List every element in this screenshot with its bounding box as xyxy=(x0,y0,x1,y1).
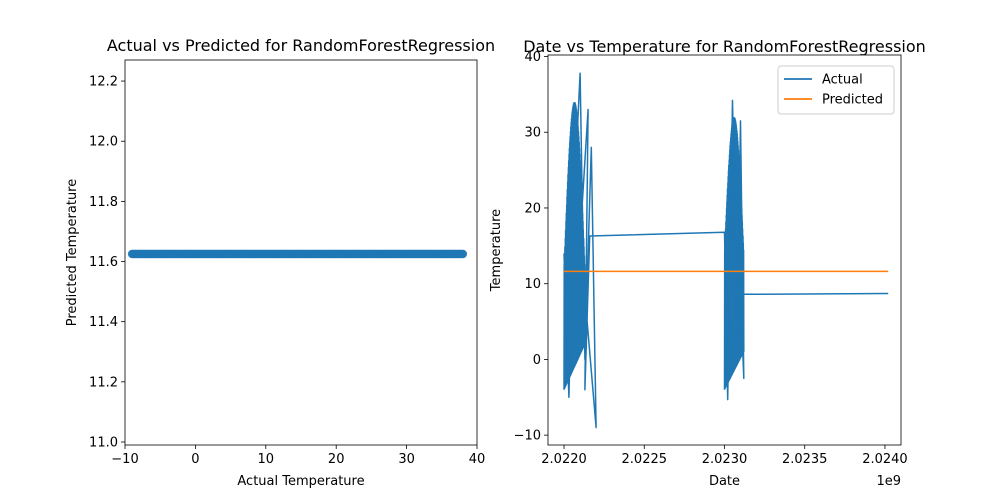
x-tick-label: 40 xyxy=(469,452,486,467)
y-tick-label: 10 xyxy=(524,277,541,292)
x-tick-label: 2.0225 xyxy=(622,452,668,467)
y-axis-label: Predicted Temperature xyxy=(65,179,80,327)
scatter-plot-area: −10 0 10 20 30 40 11.0 11.2 11.4 11.6 11.8 12.0 12.2 xyxy=(89,59,486,467)
legend-box xyxy=(777,65,895,115)
x-tick-label: 10 xyxy=(258,452,275,467)
chart-title: Actual vs Predicted for RandomForestRegr… xyxy=(107,36,495,55)
y-tick-label: 11.4 xyxy=(89,315,118,330)
y-tick-label: 20 xyxy=(524,201,541,216)
plot-frame xyxy=(124,59,478,446)
x-axis-label: Date xyxy=(709,474,740,489)
actual-oscillation xyxy=(563,101,586,390)
y-tick-label: 11.2 xyxy=(89,375,118,390)
x-tick-label: −10 xyxy=(111,452,138,467)
x-tick-label: 2.0230 xyxy=(702,452,748,467)
x-tick-label: 0 xyxy=(191,452,199,467)
x-tick-label: 2.0235 xyxy=(782,452,828,467)
line-plot-area: 2.0220 2.0225 2.0230 2.0235 2.0240 −10 0 10 20 30… xyxy=(514,50,908,467)
y-tick-label: 11.0 xyxy=(89,435,118,450)
x-tick-label: 30 xyxy=(398,452,415,467)
y-axis-label: Temperature xyxy=(489,209,504,292)
y-tick-label: 11.8 xyxy=(89,195,118,210)
y-tick-label: 12.0 xyxy=(89,135,118,150)
chart-title: Date vs Temperature for RandomForestRegr… xyxy=(523,37,926,56)
x-tick-label: 20 xyxy=(328,452,345,467)
y-tick-label: 0 xyxy=(533,353,541,368)
x-axis-label: Actual Temperature xyxy=(237,474,364,489)
legend: Actual Predicted xyxy=(777,65,895,115)
chart-date-vs-temperature: Date vs Temperature for RandomForestRegr… xyxy=(489,37,926,489)
y-tick-label: 40 xyxy=(524,50,541,65)
x-axis-offset-label: 1e9 xyxy=(876,474,901,489)
y-tick-label: 12.2 xyxy=(89,75,118,90)
y-tick-label: −10 xyxy=(514,429,541,444)
legend-label: Actual xyxy=(822,73,863,88)
y-tick-label: 30 xyxy=(524,126,541,141)
scatter-point xyxy=(458,249,468,259)
actual-line xyxy=(563,72,889,429)
x-tick-label: 2.0220 xyxy=(541,452,587,467)
y-tick-label: 11.6 xyxy=(89,255,118,270)
plot-frame xyxy=(547,54,902,446)
legend-label: Predicted xyxy=(822,93,883,108)
chart-actual-vs-predicted: Actual vs Predicted for RandomForestRegr… xyxy=(65,36,495,489)
x-tick-label: 2.0240 xyxy=(862,452,908,467)
